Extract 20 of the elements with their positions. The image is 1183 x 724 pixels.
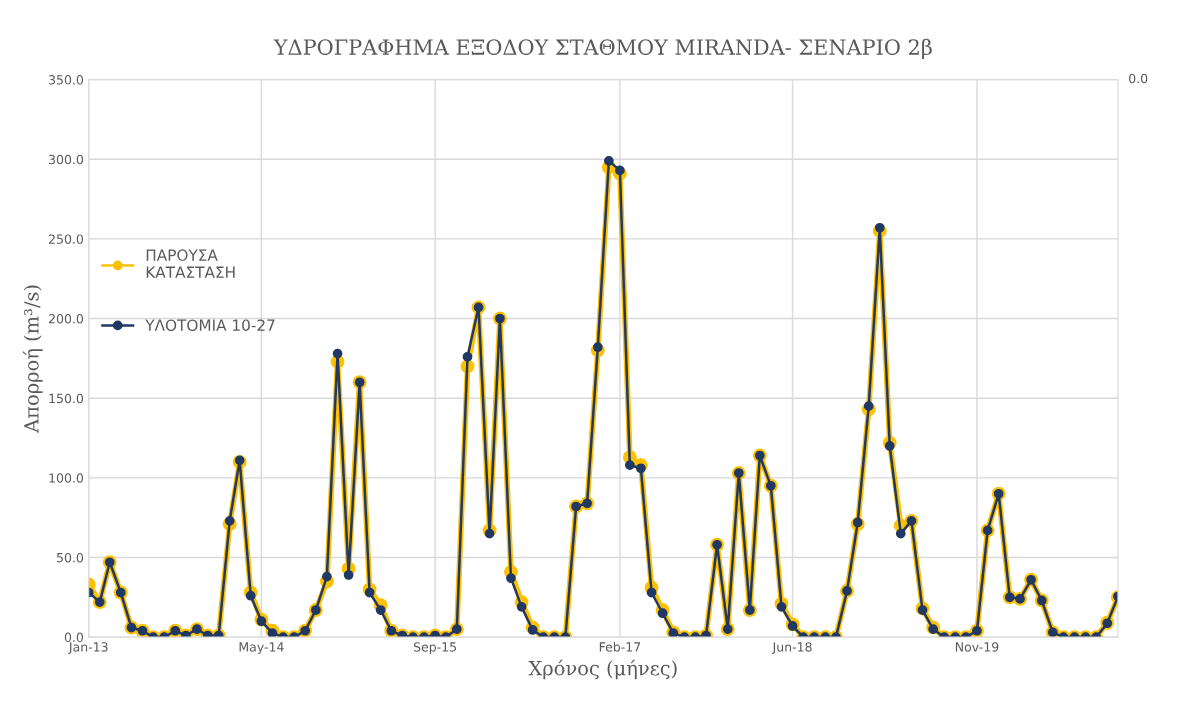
y-tick-label: 150.0: [49, 393, 84, 404]
legend-label: ΠΑΡΟΥΣΑ ΚΑΤΑΣΤΑΣΗ: [146, 249, 235, 278]
chart-title: ΥΔΡΟΓΡΑΦΗΜΑ ΕΞΟΔΟΥ ΣΤΑΘΜΟΥ MIRANDA- ΣΕΝΑΡΙΟ 2β: [273, 38, 932, 59]
y-tick-label: 50.0: [57, 552, 84, 563]
x-axis-title: Χρόνος (μήνες): [528, 659, 677, 680]
y-tick-label: 350.0: [49, 75, 84, 85]
y-tick-label: 200.0: [48, 314, 84, 324]
legend-label: ΥΛΟΤΟΜΙΑ 10-27: [145, 319, 275, 331]
x-tick-label: Jan-13: [68, 642, 108, 654]
y-tick-label: 300.0: [49, 154, 84, 165]
x-tick-label: Jun-18: [771, 642, 812, 654]
y-tick-label: 250.0: [48, 234, 84, 244]
y-tick-label: 0.0: [64, 632, 84, 643]
y-tick-label: 100.0: [49, 473, 84, 483]
y-axis-title: Απορροή (m³/s): [22, 285, 43, 433]
x-tick-label: Sep-15: [413, 642, 457, 655]
x-tick-label: May-14: [239, 642, 284, 655]
x-tick-label: Nov-19: [955, 642, 999, 652]
text: 0.0: [1129, 73, 1148, 84]
x-tick-label: Feb-17: [599, 641, 641, 652]
